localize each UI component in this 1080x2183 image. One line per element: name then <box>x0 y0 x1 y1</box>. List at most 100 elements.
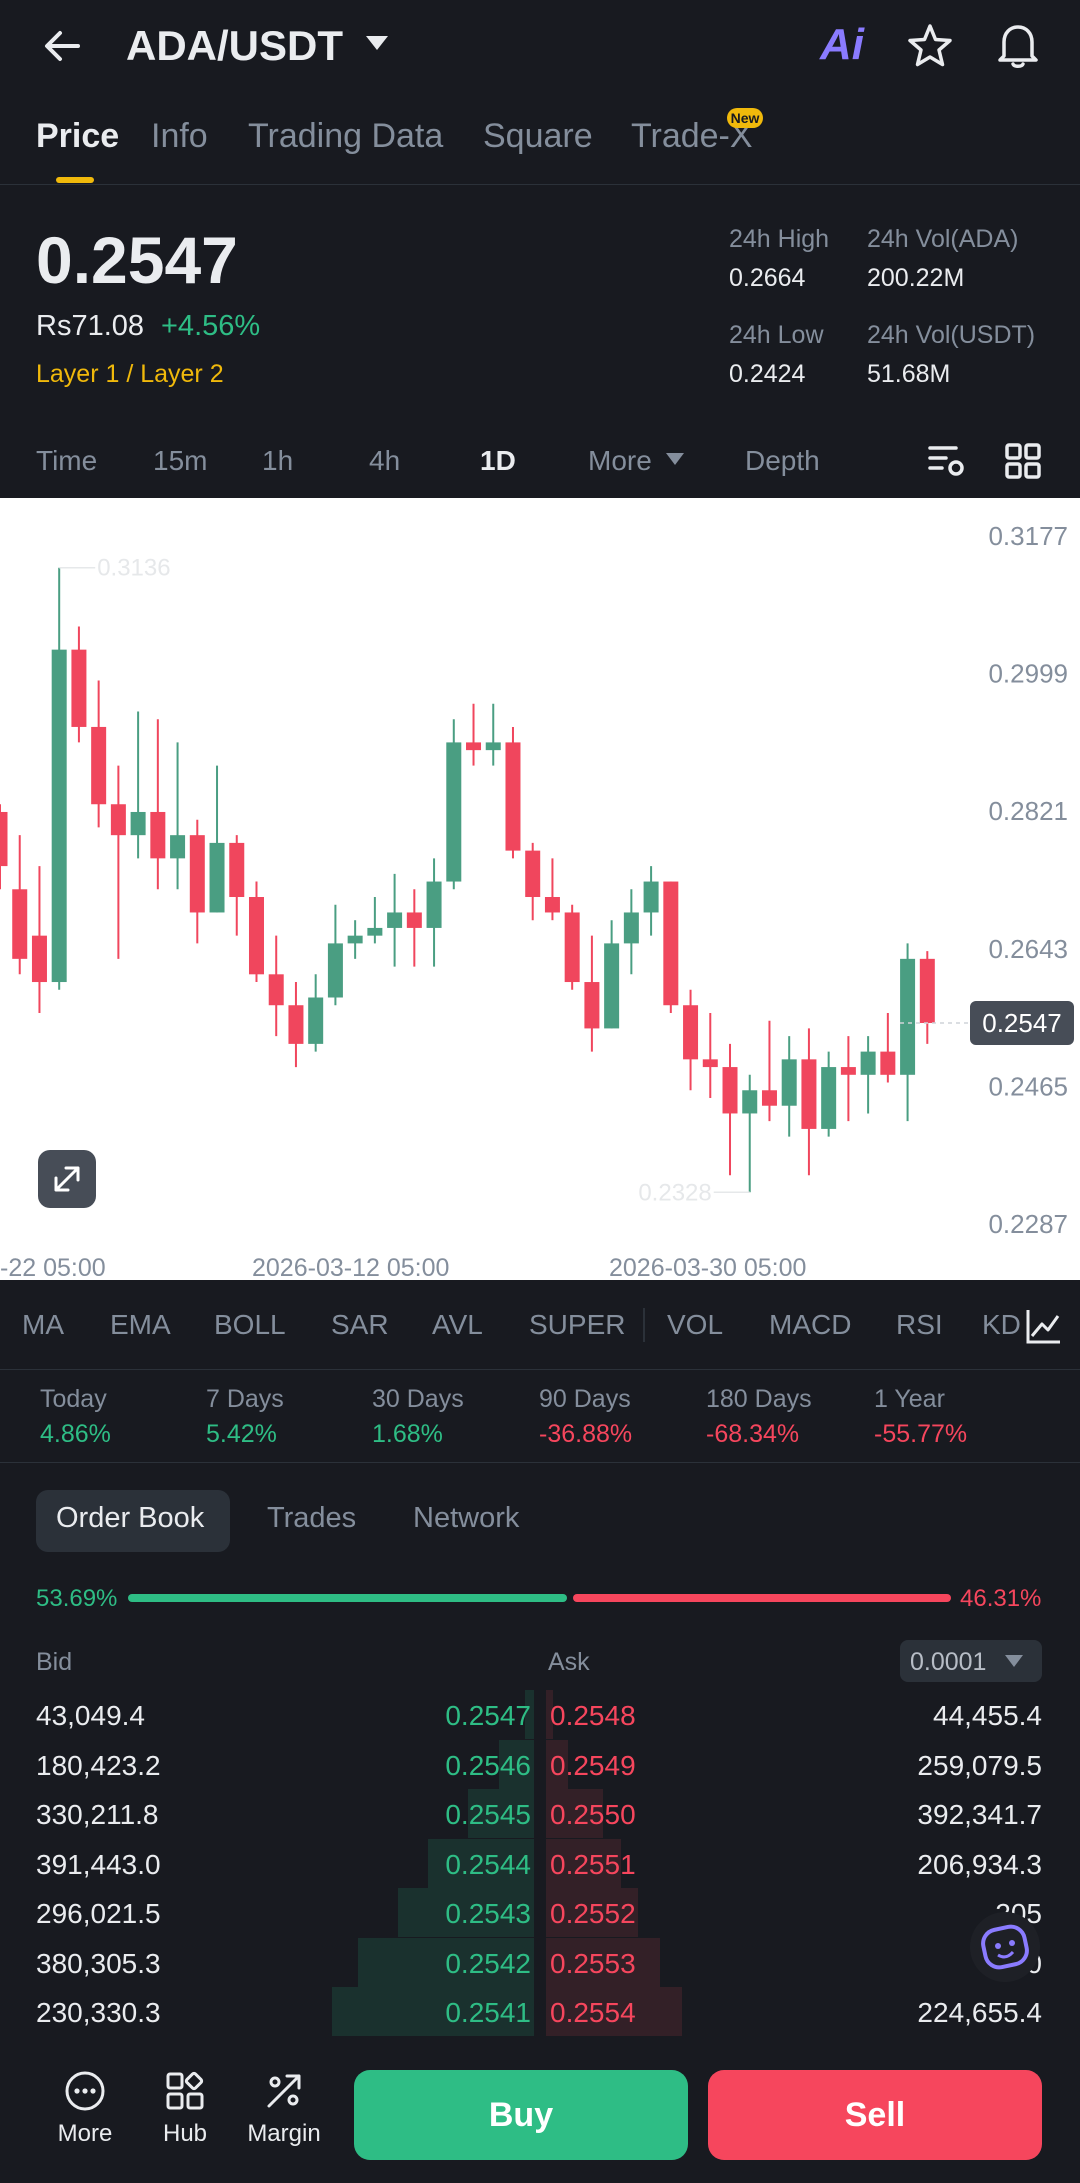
indicator-avl[interactable]: AVL <box>432 1309 483 1340</box>
candle-body <box>466 742 482 751</box>
timeframe-1d[interactable]: 1D <box>480 445 516 476</box>
margin-button[interactable]: Margin <box>239 2070 329 2148</box>
indicator-settings-icon[interactable] <box>1024 1306 1064 1346</box>
indicator-sar[interactable]: SAR <box>331 1309 389 1340</box>
price-chart[interactable]: 0.3177 0.2999 0.2821 0.2643 0.2465 0.2287 -22… <box>0 498 1080 1280</box>
perf-label: Today <box>40 1385 107 1413</box>
vol-quote-value: 51.68M <box>867 360 951 388</box>
bid-depth-bar <box>358 1937 534 1987</box>
pair-title[interactable]: ADA/USDT <box>126 22 343 69</box>
indicator-super[interactable]: SUPER <box>529 1309 626 1340</box>
hub-button[interactable]: Hub <box>140 2070 230 2148</box>
high-label: 24h High <box>729 225 830 253</box>
grid-layout-icon[interactable] <box>1004 442 1042 480</box>
vol-base-label: 24h Vol(ADA) <box>867 225 1019 253</box>
candle-body <box>880 1051 896 1075</box>
tab-price[interactable]: Price <box>36 117 120 155</box>
perf-value: 1.68% <box>372 1420 443 1448</box>
ask-price: 0.2550 <box>550 1799 636 1830</box>
buy-button[interactable]: Buy <box>354 2070 688 2160</box>
star-icon[interactable] <box>906 22 954 70</box>
candle-body <box>781 1059 797 1106</box>
caret-down-icon[interactable] <box>364 34 390 52</box>
orderbook-row[interactable]: 296,021.5 0.2543 0.2552 205 <box>0 1888 1080 1937</box>
candle-body <box>367 927 383 936</box>
bid-depth-bar <box>498 1739 534 1789</box>
x-tick-label: -22 05:00 <box>0 1254 106 1280</box>
ask-depth-bar <box>546 1739 568 1789</box>
indicator-ema[interactable]: EMA <box>110 1309 171 1340</box>
low-label: 24h Low <box>729 321 824 349</box>
sell-button[interactable]: Sell <box>708 2070 1042 2160</box>
timeframe-time[interactable]: Time <box>36 445 98 476</box>
indicator-vol[interactable]: VOL <box>667 1309 724 1340</box>
last-price-tag <box>970 1001 1074 1046</box>
chart-settings-icon[interactable] <box>926 442 966 480</box>
orderbook-row[interactable]: 230,330.3 0.2541 0.2554 224,655.4 <box>0 1987 1080 2036</box>
candle-body <box>544 897 560 913</box>
tab-square[interactable]: Square <box>483 117 593 155</box>
sector-tags[interactable]: Layer 1 / Layer 2 <box>36 360 224 388</box>
candle-body <box>308 997 324 1044</box>
orderbook-tabs: Order Book Trades Network <box>0 1490 1080 1552</box>
last-price: 0.2547 <box>36 223 238 297</box>
active-tab-background <box>36 1490 230 1552</box>
indicator-ma[interactable]: MA <box>22 1309 64 1340</box>
orderbook-row[interactable]: 330,211.8 0.2545 0.2550 392,341.7 <box>0 1789 1080 1838</box>
bell-icon[interactable] <box>994 20 1042 70</box>
tab-network[interactable]: Network <box>413 1502 520 1534</box>
perf-value: -55.77% <box>874 1420 968 1448</box>
bid-price: 0.2544 <box>445 1848 531 1880</box>
bid-ratio-bar <box>128 1594 567 1602</box>
assistant-button[interactable] <box>970 1912 1040 1982</box>
candle-body <box>71 649 87 727</box>
candle-body <box>604 943 620 1029</box>
candle-body <box>643 881 659 913</box>
candle-body <box>268 974 284 1006</box>
perf-label: 7 Days <box>206 1385 284 1413</box>
vol-quote-label: 24h Vol(USDT) <box>867 321 1036 349</box>
indicator-kd[interactable]: KD <box>982 1309 1021 1340</box>
tab-order-book[interactable]: Order Book <box>56 1502 205 1534</box>
ask-quantity: 259,079.5 <box>917 1749 1042 1781</box>
more-dots-icon <box>65 2071 105 2111</box>
bid-price: 0.2541 <box>445 1997 531 2028</box>
tab-trades[interactable]: Trades <box>267 1502 357 1534</box>
expand-icon <box>54 1166 80 1192</box>
main-tabs: Price Info Trading Data Square Trade-X <box>0 105 1080 185</box>
more-button[interactable]: More <box>40 2070 130 2148</box>
tab-info[interactable]: Info <box>151 117 208 155</box>
bid-price: 0.2546 <box>445 1749 531 1781</box>
vol-base-value: 200.22M <box>867 264 965 292</box>
ask-price: 0.2554 <box>550 1997 636 2028</box>
timeframe-1h[interactable]: 1h <box>262 445 294 476</box>
candle-body <box>564 912 580 983</box>
orderbook-row[interactable]: 391,443.0 0.2544 0.2551 206,934.3 <box>0 1838 1080 1888</box>
timeframe-more[interactable]: More <box>588 445 652 476</box>
indicator-boll[interactable]: BOLL <box>214 1309 286 1340</box>
ask-quantity: 206,934.3 <box>917 1848 1042 1880</box>
ai-assistant-icon[interactable]: Ai <box>820 20 864 69</box>
candle-body <box>426 881 442 928</box>
bid-ratio: 53.69% <box>36 1585 118 1612</box>
tab-trading-data[interactable]: Trading Data <box>248 117 444 155</box>
precision-select[interactable]: 0.0001 <box>900 1640 1042 1682</box>
orderbook-row[interactable]: 43,049.4 0.2547 0.2548 44,455.4 <box>0 1690 1080 1739</box>
candle-body <box>840 1067 856 1075</box>
indicator-macd[interactable]: MACD <box>769 1309 852 1340</box>
caret-down-icon[interactable] <box>665 452 685 466</box>
candlestick-chart[interactable]: 0.3177 0.2999 0.2821 0.2643 0.2465 0.2287 -22… <box>0 498 1080 1280</box>
fullscreen-button[interactable] <box>38 1150 96 1208</box>
ask-depth-bar <box>546 1789 604 1838</box>
timeframe-15m[interactable]: 15m <box>153 445 208 476</box>
timeframe-4h[interactable]: 4h <box>369 445 401 476</box>
candle-body <box>900 958 916 1075</box>
timeframe-depth[interactable]: Depth <box>745 445 820 476</box>
orderbook-row[interactable]: 180,423.2 0.2546 0.2549 259,079.5 <box>0 1739 1080 1789</box>
candle-body <box>209 842 225 913</box>
back-arrow-icon[interactable] <box>40 24 84 68</box>
indicator-rsi[interactable]: RSI <box>896 1309 943 1340</box>
bid-quantity: 43,049.4 <box>36 1700 145 1731</box>
high-value: 0.2664 <box>729 264 806 292</box>
